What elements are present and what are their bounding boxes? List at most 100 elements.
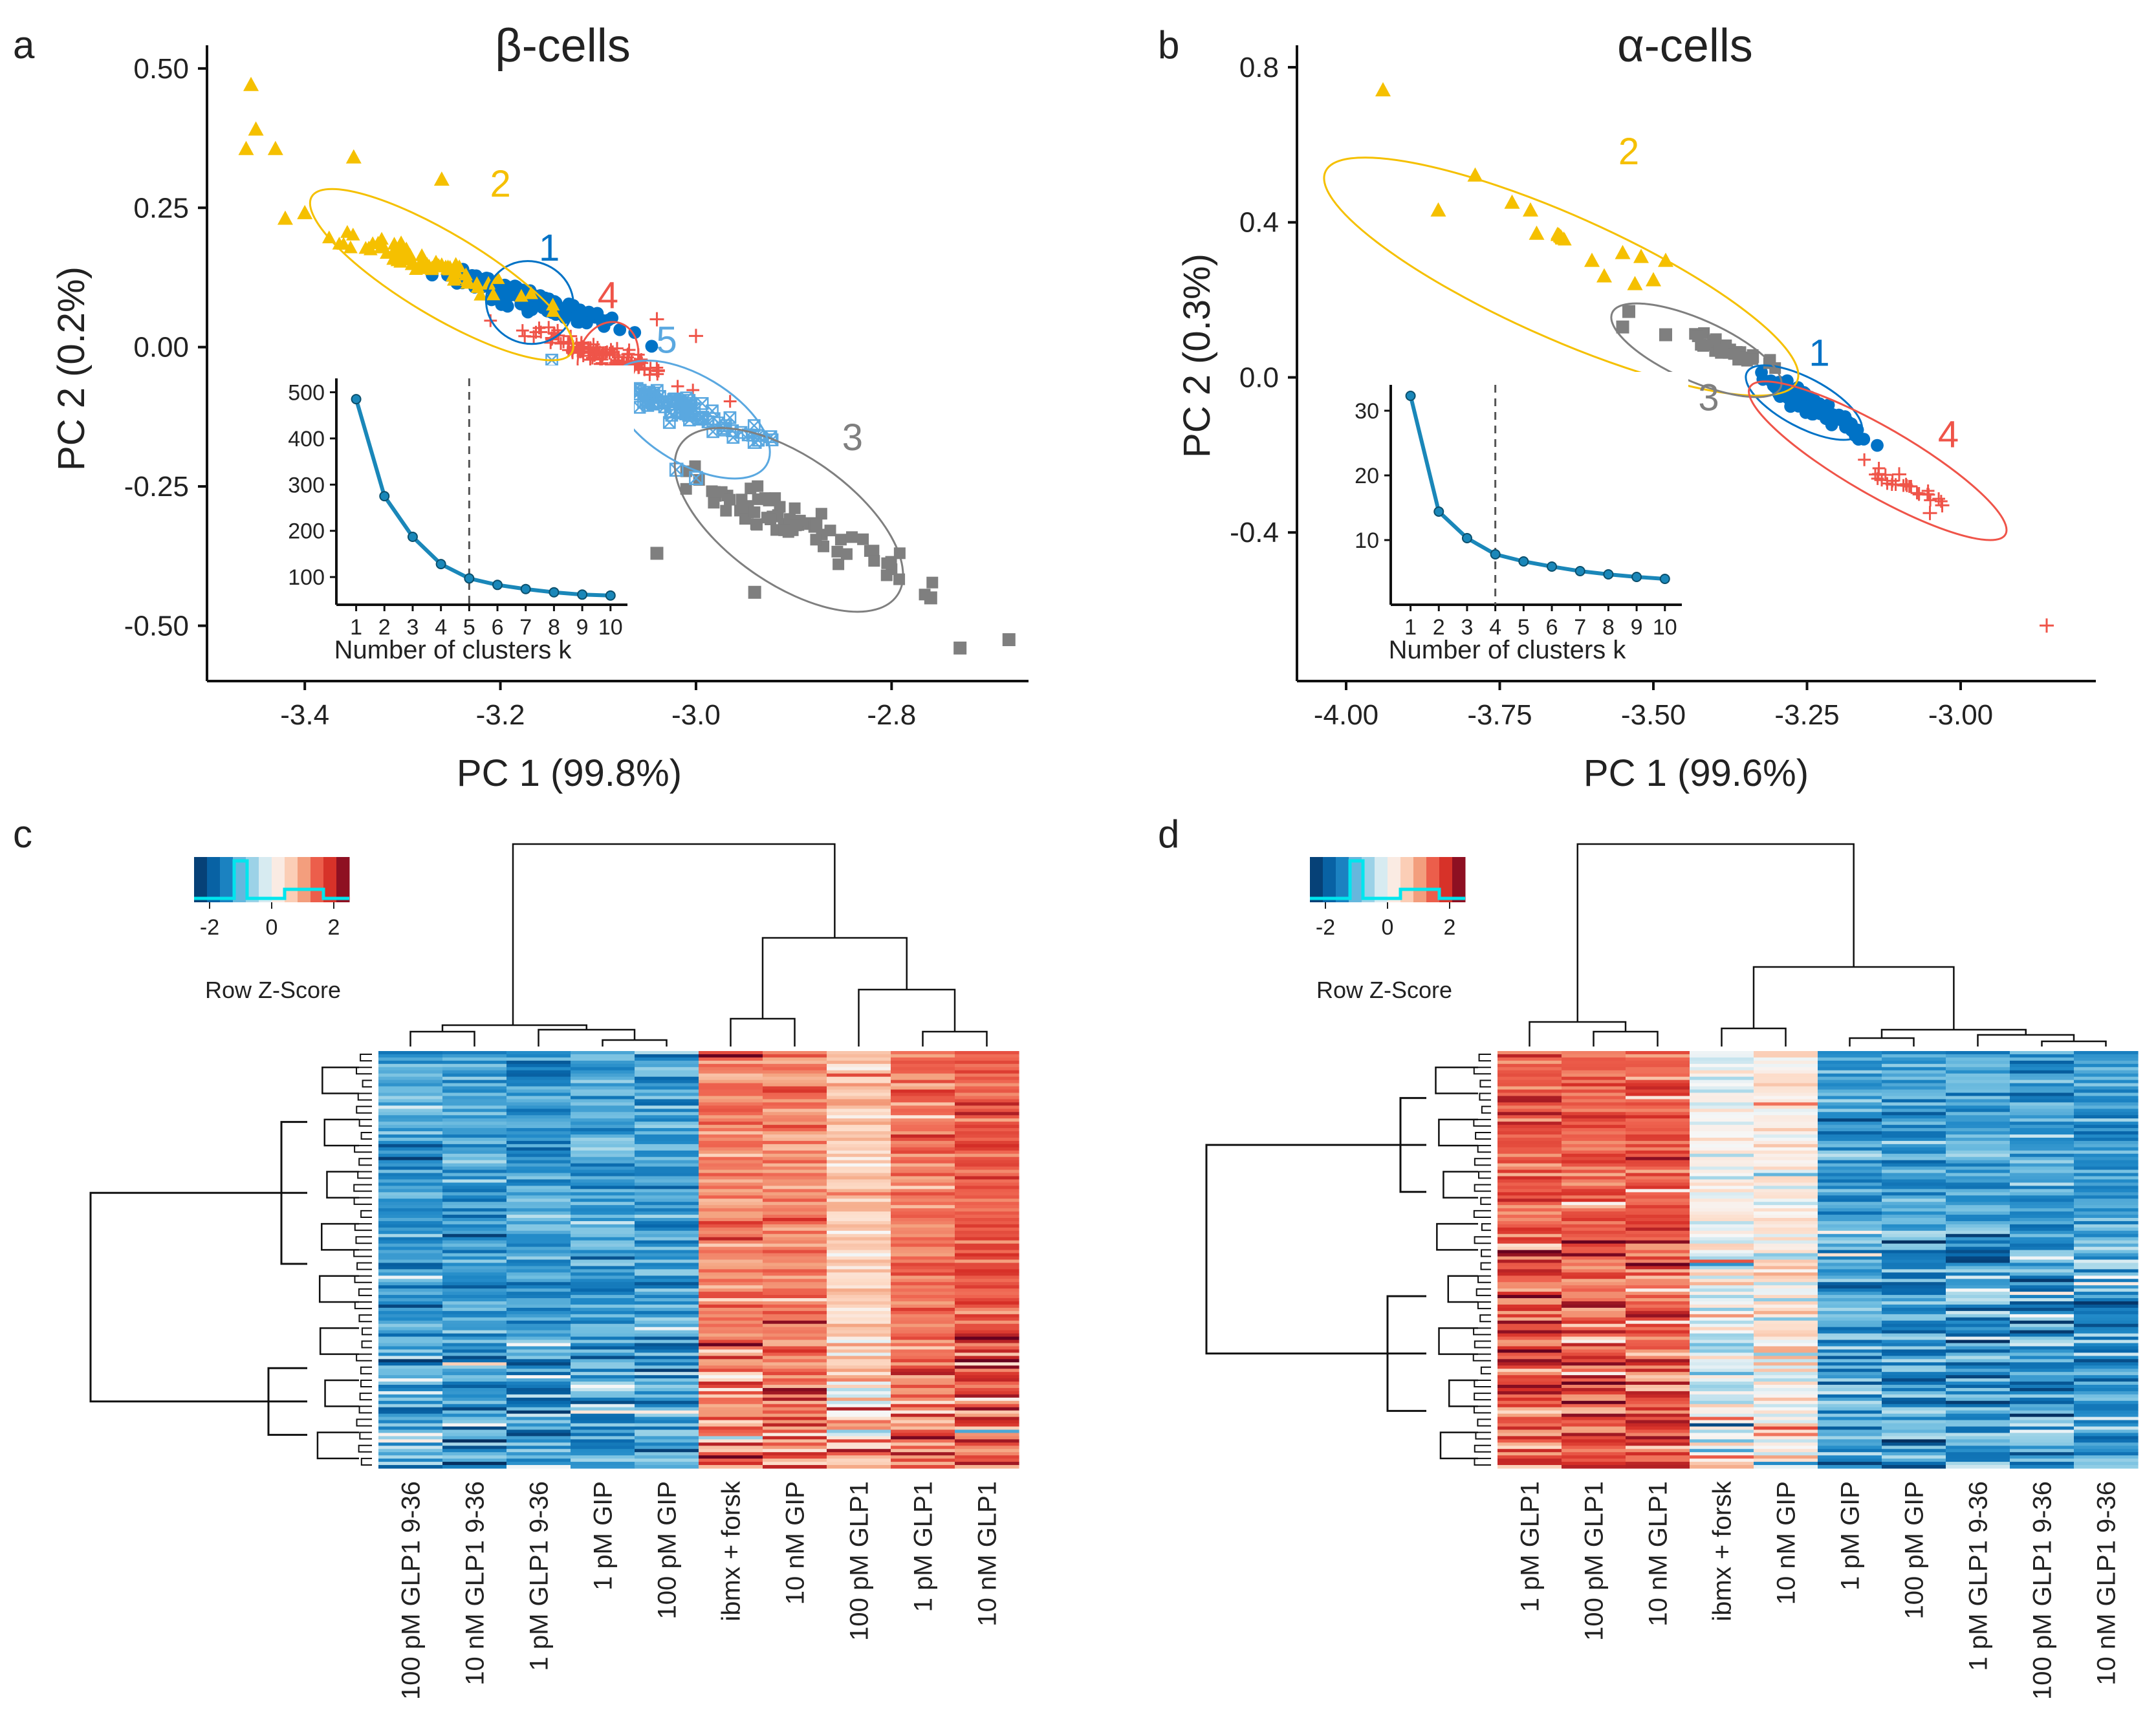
heatmap-cell (635, 1266, 699, 1270)
heatmap-cell (1818, 1060, 1882, 1065)
heatmap-cell (1626, 1279, 1690, 1283)
heatmap-cell (1818, 1182, 1882, 1186)
heatmap-cell (2074, 1465, 2139, 1469)
heatmap-cell (1497, 1237, 1562, 1241)
heatmap-cell (699, 1118, 763, 1122)
heatmap-cell (1882, 1125, 1946, 1129)
heatmap-cell (1818, 1317, 1882, 1321)
heatmap-cell (827, 1426, 891, 1431)
heatmap-cell (763, 1096, 827, 1100)
heatmap-cell (1626, 1459, 1690, 1462)
heatmap-cell (1690, 1176, 1754, 1180)
heatmap-cell (827, 1137, 891, 1142)
heatmap-cell (1562, 1369, 1626, 1373)
heatmap-cell (1690, 1063, 1754, 1068)
heatmap-cell (1882, 1089, 1946, 1094)
heatmap-cell (1562, 1240, 1626, 1244)
inset-x-tick-label: 9 (1631, 615, 1643, 640)
heatmap-cell (1690, 1122, 1754, 1125)
heatmap-cell (1562, 1173, 1626, 1177)
heatmap-cell (1754, 1455, 1818, 1459)
heatmap-cell (635, 1199, 699, 1202)
heatmap-cell (763, 1446, 827, 1449)
dendrogram-branch (89, 1191, 307, 1403)
heatmap-cell (955, 1323, 1019, 1328)
heatmap-cell (1818, 1233, 1882, 1238)
heatmap-cell (1818, 1288, 1882, 1292)
heatmap-cell (955, 1372, 1019, 1376)
heatmap-cell (1626, 1092, 1690, 1097)
heatmap-cell (2074, 1346, 2139, 1351)
heatmap-cell (2074, 1439, 2139, 1443)
heatmap-cell (442, 1416, 507, 1421)
heatmap-cell (699, 1452, 763, 1456)
heatmap-cell (635, 1317, 699, 1321)
heatmap-cell (827, 1336, 891, 1341)
heatmap-cell (1562, 1459, 1626, 1462)
heatmap-cell (1754, 1144, 1818, 1148)
heatmap-cell (1690, 1391, 1754, 1395)
heatmap-cell (1497, 1285, 1562, 1289)
column-label: 1 pM GIP (589, 1481, 618, 1590)
heatmap-cell (763, 1416, 827, 1421)
column-label: 1 pM GLP1 9-36 (1965, 1481, 1993, 1671)
heatmap-cell (1626, 1436, 1690, 1440)
heatmap-cell (955, 1205, 1019, 1209)
heatmap-cell (1562, 1336, 1626, 1341)
heatmap-cell (1754, 1070, 1818, 1074)
heatmap-cell (378, 1410, 443, 1415)
heatmap-cell (955, 1221, 1019, 1225)
data-point-plus (643, 368, 657, 382)
column-label: 10 nM GLP1 (1644, 1481, 1673, 1627)
data-point-triangle (1627, 276, 1643, 290)
heatmap-cell (1690, 1109, 1754, 1112)
heatmap-cell (955, 1092, 1019, 1097)
heatmap-cell (699, 1105, 763, 1109)
heatmap-cell (827, 1397, 891, 1402)
heatmap-cell (699, 1150, 763, 1155)
heatmap-cell (955, 1356, 1019, 1360)
heatmap-cell (378, 1102, 443, 1106)
data-point-plus (1910, 486, 1924, 500)
heatmap-cell (378, 1452, 443, 1456)
heatmap-cell (699, 1320, 763, 1325)
heatmap-cell (442, 1163, 507, 1167)
heatmap-cell (827, 1382, 891, 1385)
heatmap-cell (1946, 1266, 2010, 1270)
heatmap-cell (1946, 1096, 2010, 1100)
heatmap-cell (1690, 1067, 1754, 1071)
heatmap-cell (442, 1446, 507, 1449)
heatmap-cell (571, 1330, 635, 1334)
heatmap-cell (699, 1413, 763, 1418)
heatmap-cell (378, 1349, 443, 1353)
heatmap-cell (1497, 1140, 1562, 1145)
dendrogram-branch (353, 1249, 372, 1257)
heatmap-cell (506, 1099, 571, 1103)
heatmap-cell (699, 1166, 763, 1171)
heatmap-cell (1882, 1343, 1946, 1347)
heatmap-cell (763, 1173, 827, 1177)
heatmap-cell (1626, 1420, 1690, 1424)
heatmap-cell (635, 1156, 699, 1161)
heatmap-cell (2010, 1067, 2074, 1071)
heatmap-cell (827, 1063, 891, 1068)
heatmap-cell (1690, 1413, 1754, 1418)
heatmap-cell (635, 1292, 699, 1296)
heatmap-cell (1754, 1089, 1818, 1094)
data-point-square (824, 525, 836, 537)
heatmap-cell (891, 1199, 955, 1202)
heatmap-cell (827, 1096, 891, 1100)
heatmap-cell (1946, 1250, 2010, 1254)
heatmap-cell (891, 1369, 955, 1373)
heatmap-cell (763, 1080, 827, 1084)
dendrogram-branch (1477, 1145, 1491, 1153)
heatmap-cell (506, 1314, 571, 1318)
heatmap-cell (699, 1346, 763, 1351)
heatmap-cell (1497, 1452, 1562, 1456)
heatmap-cell (635, 1455, 699, 1459)
heatmap-cell (1562, 1227, 1626, 1231)
heatmap-cell (1562, 1131, 1626, 1135)
heatmap-cell (955, 1156, 1019, 1161)
